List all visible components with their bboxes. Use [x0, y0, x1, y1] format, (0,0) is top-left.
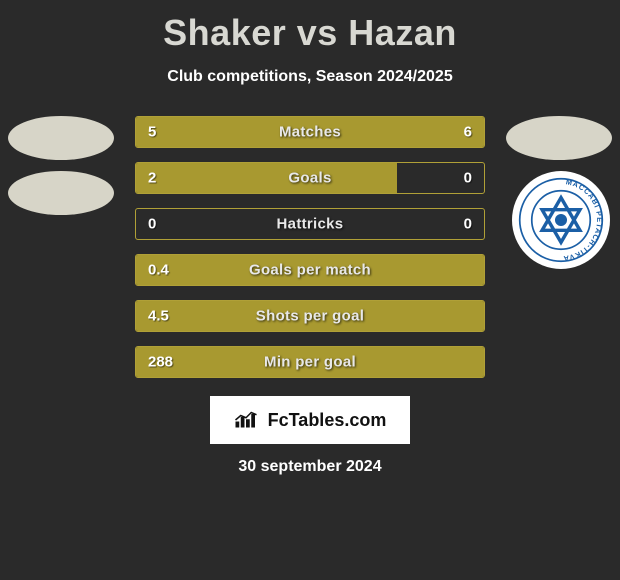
player1-club-badge — [8, 171, 114, 215]
stat-row: 0.4 Goals per match — [135, 254, 485, 286]
value-left: 2 — [148, 170, 156, 187]
stat-row: 288 Min per goal — [135, 346, 485, 378]
subtitle: Club competitions, Season 2024/2025 — [0, 68, 620, 86]
stat-row: 0 Hattricks 0 — [135, 208, 485, 240]
stat-label: Shots per goal — [256, 308, 364, 325]
value-left: 4.5 — [148, 308, 169, 325]
stat-label: Goals per match — [249, 262, 371, 279]
stat-label: Matches — [279, 124, 341, 141]
stat-row: 5 Matches 6 — [135, 116, 485, 148]
value-left: 0 — [148, 216, 156, 233]
chart-area: MACCABI PETACH-TIKVA 5 Matches 6 2 Goals 0 0 Ha… — [0, 116, 620, 378]
brand-icon — [234, 409, 264, 431]
value-left: 288 — [148, 354, 173, 371]
value-right: 6 — [464, 124, 472, 141]
stat-rows: 5 Matches 6 2 Goals 0 0 Hattricks 0 0.4 Goals per … — [135, 116, 485, 378]
stat-label: Goals — [288, 170, 331, 187]
page-title: Shaker vs Hazan — [0, 0, 620, 54]
value-left: 5 — [148, 124, 156, 141]
brand-badge: FcTables.com — [210, 396, 410, 444]
bar-left — [136, 117, 275, 147]
player2-avatar-right — [506, 116, 612, 160]
value-right: 0 — [464, 216, 472, 233]
value-left: 0.4 — [148, 262, 169, 279]
brand-text: FcTables.com — [268, 410, 387, 431]
value-right: 0 — [464, 170, 472, 187]
date: 30 september 2024 — [0, 458, 620, 476]
stat-label: Min per goal — [264, 354, 356, 371]
stat-row: 4.5 Shots per goal — [135, 300, 485, 332]
player2-club-badge: MACCABI PETACH-TIKVA — [512, 171, 610, 269]
stat-row: 2 Goals 0 — [135, 162, 485, 194]
player1-avatar-left — [8, 116, 114, 160]
stat-label: Hattricks — [277, 216, 344, 233]
bar-left — [136, 163, 397, 193]
